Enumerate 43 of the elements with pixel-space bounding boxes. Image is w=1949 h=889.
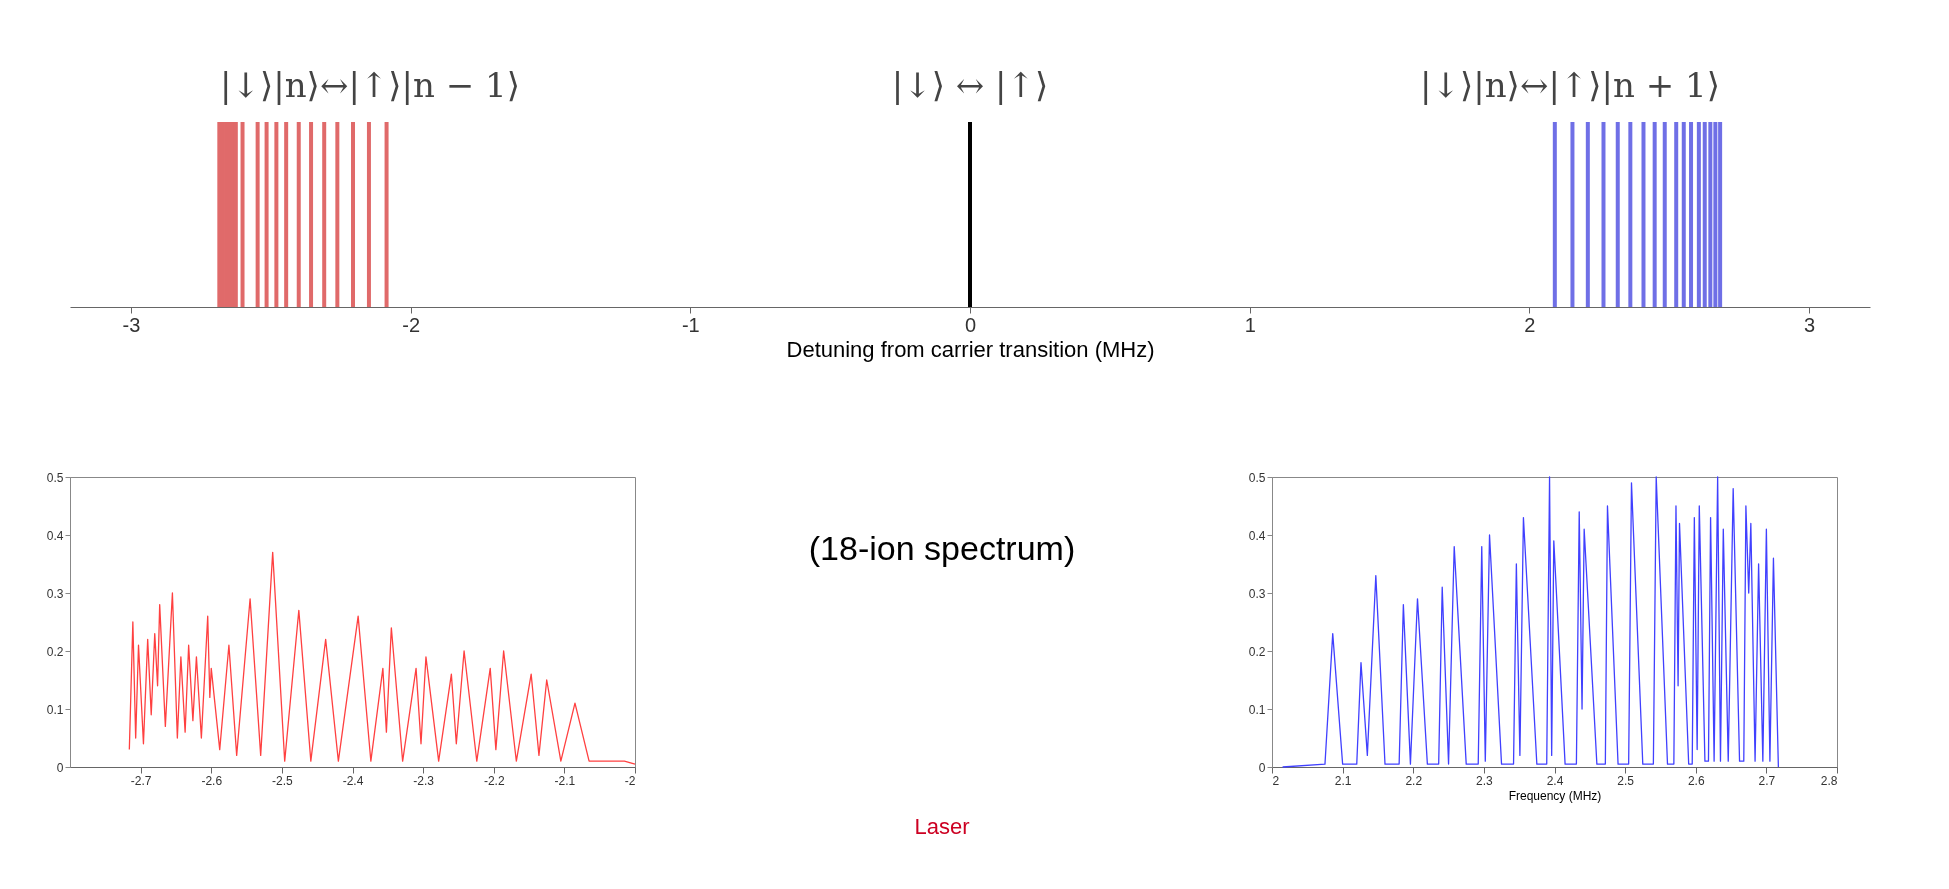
x-tick-label: 2.8 <box>1820 773 1838 788</box>
x-tick-label: -2.1 <box>554 773 576 788</box>
text: |↓⟩|n⟩↔|↑⟩|n − 1⟩ <box>220 65 520 105</box>
y-tick-label: 0.3 <box>1248 586 1266 601</box>
y-tick-label: 0.1 <box>46 702 64 717</box>
text: (18-ion spectrum) <box>808 528 1076 567</box>
x-tick-label: 2.6 <box>1687 773 1705 788</box>
x-tick-label: 1 <box>1244 313 1256 336</box>
x-tick-label: 0 <box>964 313 977 336</box>
text: |↓⟩|n⟩↔|↑⟩|n + 1⟩ <box>1420 65 1720 105</box>
x-tick-label: -2.3 <box>413 773 435 788</box>
x-tick-label: 2.2 <box>1405 773 1423 788</box>
y-tick-label: 0.2 <box>1248 644 1266 659</box>
y-tick-label: 0.4 <box>46 528 64 543</box>
x-tick-label: -2.5 <box>272 773 294 788</box>
y-tick-label: 0 <box>1258 760 1266 775</box>
x-tick-label: 2 <box>1524 313 1536 336</box>
x-tick-label: 3 <box>1804 313 1816 336</box>
y-tick-label: 0.5 <box>1248 470 1266 485</box>
x-tick-label: 2 <box>1272 773 1280 788</box>
x-tick-label: -2.6 <box>201 773 223 788</box>
text: Laser <box>914 814 970 839</box>
x-tick-label: -2.2 <box>483 773 505 788</box>
x-tick-label: -1 <box>681 313 700 336</box>
x-tick-label: -2.7 <box>130 773 152 788</box>
y-tick-label: 0.1 <box>1248 702 1266 717</box>
y-tick-label: 0.3 <box>46 586 64 601</box>
y-tick-label: 0 <box>56 760 64 775</box>
y-tick-label: 0.2 <box>46 644 64 659</box>
x-tick-label: -3 <box>122 313 141 336</box>
x-axis-title: Frequency (MHz) <box>1508 788 1602 803</box>
x-tick-label: 2.1 <box>1334 773 1352 788</box>
x-axis-title: Detuning from carrier transition (MHz) <box>786 336 1155 362</box>
y-tick-label: 0.5 <box>46 470 64 485</box>
x-tick-label: 2.7 <box>1758 773 1776 788</box>
x-tick-label: 2.5 <box>1617 773 1635 788</box>
x-tick-label: -2 <box>624 773 636 788</box>
text: |↓⟩ ↔ |↑⟩ <box>891 65 1049 105</box>
x-tick-label: 2.3 <box>1476 773 1494 788</box>
x-tick-label: -2.4 <box>342 773 364 788</box>
x-tick-label: -2 <box>402 313 421 336</box>
y-tick-label: 0.4 <box>1248 528 1266 543</box>
x-tick-label: 2.4 <box>1546 773 1564 788</box>
